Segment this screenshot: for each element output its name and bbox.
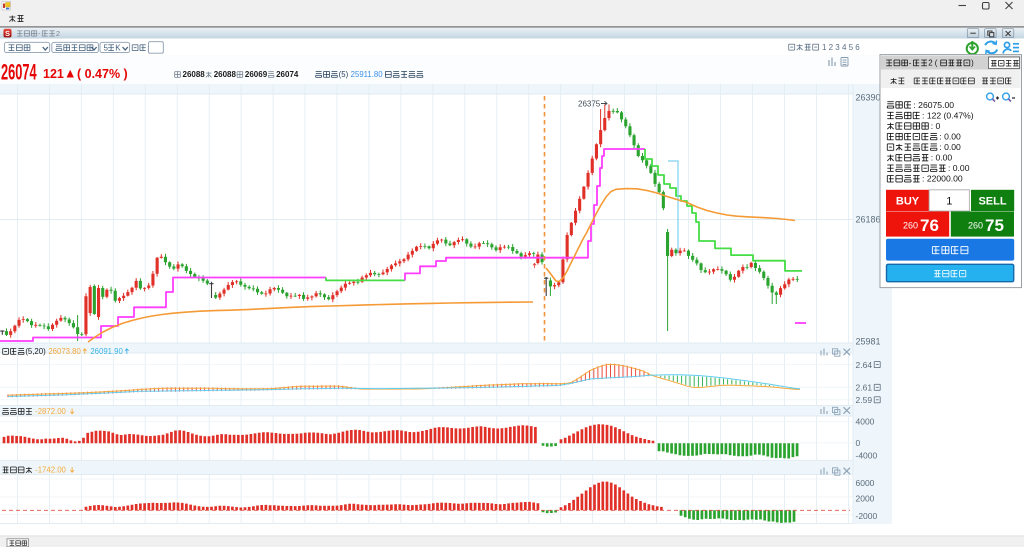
svg-text:2: 2 bbox=[56, 29, 60, 38]
svg-text:2.59: 2.59 bbox=[856, 395, 873, 405]
svg-text:S: S bbox=[5, 29, 10, 38]
svg-text:0: 0 bbox=[856, 438, 861, 448]
svg-text:260: 260 bbox=[968, 221, 983, 231]
svg-text:: 0.00: : 0.00 bbox=[948, 163, 970, 173]
svg-text:(5,20): (5,20) bbox=[25, 347, 46, 356]
svg-text:76: 76 bbox=[920, 216, 939, 235]
svg-text:26390: 26390 bbox=[856, 92, 881, 102]
svg-text:SELL: SELL bbox=[978, 195, 1006, 207]
svg-text:26074: 26074 bbox=[276, 70, 299, 79]
svg-text:4000: 4000 bbox=[856, 417, 875, 427]
svg-text:2.64: 2.64 bbox=[856, 360, 873, 370]
svg-text:: 0.00: : 0.00 bbox=[939, 131, 961, 141]
svg-text:1: 1 bbox=[946, 195, 952, 207]
svg-text:( 0.47% ): ( 0.47% ) bbox=[77, 67, 128, 81]
svg-text:121: 121 bbox=[43, 67, 64, 81]
svg-text:): ) bbox=[971, 59, 974, 68]
svg-text:75: 75 bbox=[985, 216, 1004, 235]
svg-text:-4000: -4000 bbox=[856, 451, 878, 461]
svg-text:26375: 26375 bbox=[578, 100, 601, 109]
svg-text:25911.80: 25911.80 bbox=[351, 70, 384, 79]
svg-text:: 0.00: : 0.00 bbox=[939, 142, 961, 152]
svg-text:2000: 2000 bbox=[856, 493, 875, 503]
svg-text:2 (: 2 ( bbox=[928, 59, 938, 68]
svg-text:BUY: BUY bbox=[896, 195, 920, 207]
svg-text:(5): (5) bbox=[339, 70, 349, 79]
svg-text:26088: 26088 bbox=[214, 70, 237, 79]
svg-text:6000: 6000 bbox=[856, 478, 875, 488]
svg-text:-2000: -2000 bbox=[856, 511, 878, 521]
svg-text:260: 260 bbox=[903, 221, 918, 231]
svg-text:: 0: : 0 bbox=[931, 121, 941, 131]
svg-text:123456: 123456 bbox=[822, 43, 862, 52]
svg-text:26074: 26074 bbox=[1, 59, 37, 85]
svg-text:: 0.00: : 0.00 bbox=[931, 153, 953, 163]
svg-text:: 122 (0.47%): : 122 (0.47%) bbox=[922, 110, 974, 120]
svg-text:26073.80: 26073.80 bbox=[48, 347, 81, 356]
svg-text:26091.90: 26091.90 bbox=[90, 347, 123, 356]
svg-text:K: K bbox=[115, 43, 121, 52]
svg-text:-2872.00: -2872.00 bbox=[35, 407, 66, 416]
svg-text:: 26075.00: : 26075.00 bbox=[913, 100, 954, 110]
svg-text:25981: 25981 bbox=[856, 336, 881, 346]
svg-text:26088: 26088 bbox=[183, 70, 206, 79]
svg-text:-: - bbox=[38, 29, 41, 38]
svg-text:2.61: 2.61 bbox=[856, 383, 873, 393]
svg-text:5: 5 bbox=[104, 43, 109, 52]
svg-text:26186: 26186 bbox=[856, 214, 881, 224]
svg-text:: 22000.00: : 22000.00 bbox=[922, 174, 963, 184]
svg-text:-: - bbox=[909, 59, 912, 68]
svg-text:-1742.00: -1742.00 bbox=[35, 466, 66, 475]
svg-text:26069: 26069 bbox=[245, 70, 268, 79]
